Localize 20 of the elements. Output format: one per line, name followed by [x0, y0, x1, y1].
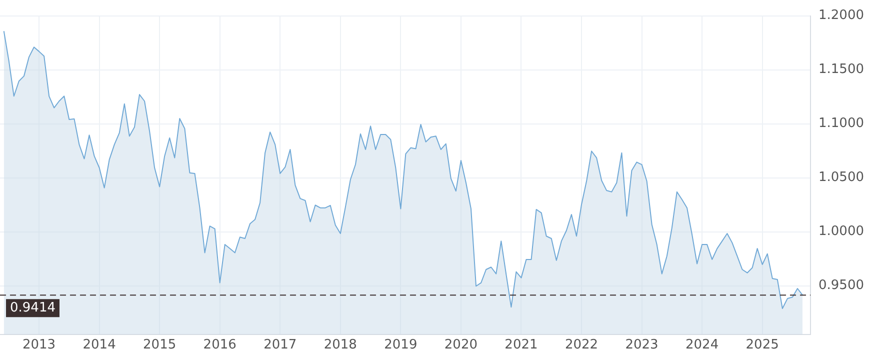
ref-line-label: 0.9414 — [10, 300, 56, 316]
x-tick-label: 2024 — [686, 338, 719, 353]
x-tick-label: 2022 — [564, 338, 598, 353]
y-tick-label: 1.1500 — [818, 62, 864, 78]
x-tick-label: 2025 — [746, 338, 779, 353]
y-tick-label: 1.1000 — [818, 116, 864, 132]
x-tick-label: 2016 — [203, 338, 236, 353]
x-tick-label: 2021 — [504, 338, 538, 353]
x-tick-label: 2020 — [444, 338, 478, 353]
y-tick-label: 0.9500 — [818, 278, 864, 294]
x-tick-label: 2023 — [625, 338, 658, 353]
x-tick-label: 2019 — [384, 338, 418, 353]
x-tick-label: 2017 — [264, 338, 297, 353]
x-tick-label: 2018 — [324, 338, 357, 353]
x-tick-label: 2013 — [22, 338, 56, 353]
x-tick-label: 2015 — [143, 338, 176, 353]
x-tick-label: 2014 — [82, 338, 116, 353]
y-tick-label: 1.2000 — [818, 8, 864, 24]
y-tick-label: 1.0000 — [818, 224, 864, 240]
y-tick-label: 1.0500 — [818, 170, 864, 186]
